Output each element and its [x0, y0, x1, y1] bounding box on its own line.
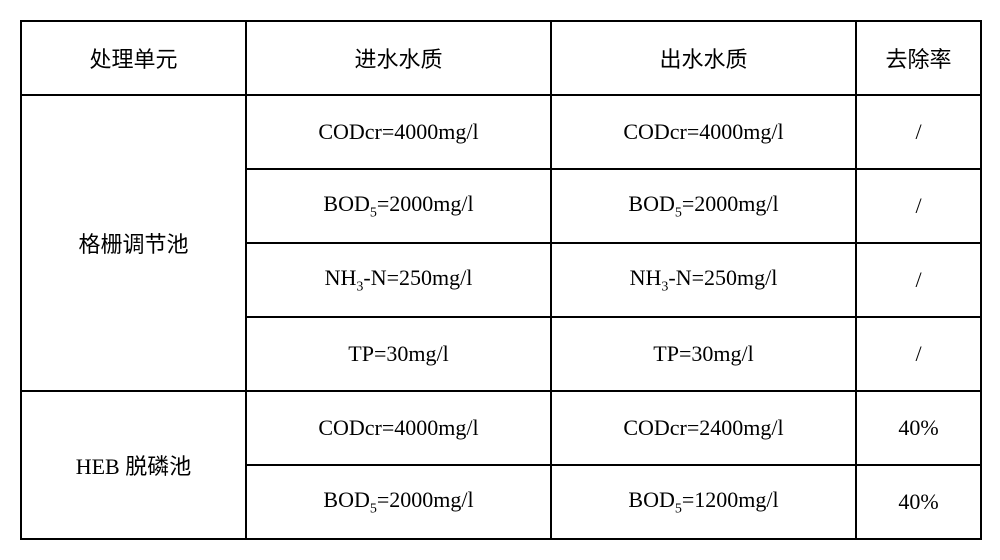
effluent-cell: BOD5=2000mg/l — [551, 169, 856, 243]
header-effluent: 出水水质 — [551, 21, 856, 95]
header-row: 处理单元 进水水质 出水水质 去除率 — [21, 21, 981, 95]
effluent-cell: NH3-N=250mg/l — [551, 243, 856, 317]
rate-cell: / — [856, 95, 981, 169]
influent-cell: TP=30mg/l — [246, 317, 551, 391]
rate-cell: 40% — [856, 391, 981, 465]
effluent-cell: TP=30mg/l — [551, 317, 856, 391]
rate-cell: / — [856, 317, 981, 391]
header-removal-rate: 去除率 — [856, 21, 981, 95]
table-row: HEB 脱磷池 CODcr=4000mg/l CODcr=2400mg/l 40… — [21, 391, 981, 465]
unit-cell: 格栅调节池 — [21, 95, 246, 391]
rate-cell: 40% — [856, 465, 981, 539]
influent-cell: CODcr=4000mg/l — [246, 95, 551, 169]
influent-cell: BOD5=2000mg/l — [246, 465, 551, 539]
influent-cell: CODcr=4000mg/l — [246, 391, 551, 465]
header-influent: 进水水质 — [246, 21, 551, 95]
effluent-cell: CODcr=2400mg/l — [551, 391, 856, 465]
header-unit: 处理单元 — [21, 21, 246, 95]
effluent-cell: CODcr=4000mg/l — [551, 95, 856, 169]
rate-cell: / — [856, 169, 981, 243]
unit-cell: HEB 脱磷池 — [21, 391, 246, 539]
table-row: 格栅调节池 CODcr=4000mg/l CODcr=4000mg/l / — [21, 95, 981, 169]
influent-cell: NH3-N=250mg/l — [246, 243, 551, 317]
rate-cell: / — [856, 243, 981, 317]
effluent-cell: BOD5=1200mg/l — [551, 465, 856, 539]
influent-cell: BOD5=2000mg/l — [246, 169, 551, 243]
treatment-table: 处理单元 进水水质 出水水质 去除率 格栅调节池 CODcr=4000mg/l … — [20, 20, 982, 540]
